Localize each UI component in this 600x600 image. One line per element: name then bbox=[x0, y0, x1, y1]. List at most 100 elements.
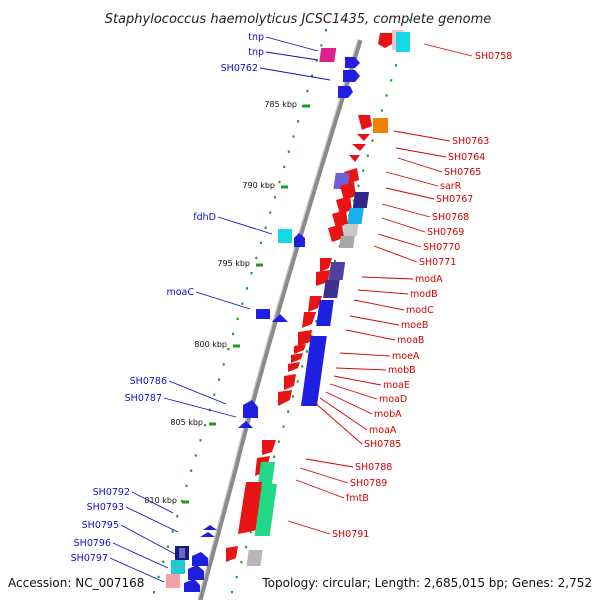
gene-feature[interactable] bbox=[332, 210, 348, 228]
gene-label[interactable]: moeB bbox=[401, 320, 428, 331]
gene-label[interactable]: SH0787 bbox=[125, 393, 162, 404]
gene-feature[interactable] bbox=[358, 115, 372, 130]
gene-label[interactable]: SH0764 bbox=[448, 152, 485, 163]
gene-label[interactable]: moaE bbox=[383, 380, 410, 391]
gene-feature[interactable] bbox=[320, 258, 332, 272]
gene-feature[interactable] bbox=[340, 182, 356, 200]
gene-label[interactable]: modA bbox=[415, 274, 443, 285]
gene-feature[interactable] bbox=[357, 134, 370, 141]
gene-feature[interactable] bbox=[192, 552, 208, 566]
gene-feature[interactable] bbox=[336, 196, 352, 214]
gene-label[interactable]: moaD bbox=[379, 394, 407, 405]
gene-feature[interactable] bbox=[298, 330, 312, 346]
gene-label[interactable]: SH0795 bbox=[82, 520, 119, 531]
gene-label[interactable]: SH0796 bbox=[74, 538, 111, 549]
gene-feature[interactable] bbox=[238, 421, 253, 428]
gene-feature[interactable] bbox=[272, 314, 288, 322]
tick-dot bbox=[227, 348, 230, 351]
tick-dot bbox=[287, 150, 290, 153]
gene-label[interactable]: fdhD bbox=[193, 212, 216, 223]
gene-feature[interactable] bbox=[238, 482, 262, 534]
gene-feature[interactable] bbox=[302, 312, 316, 328]
gene-label[interactable]: SH0791 bbox=[332, 529, 369, 540]
gene-feature[interactable] bbox=[378, 33, 392, 48]
gene-feature[interactable] bbox=[256, 309, 270, 319]
gene-feature[interactable] bbox=[166, 574, 180, 588]
gene-feature[interactable] bbox=[347, 208, 364, 224]
gene-feature[interactable] bbox=[188, 565, 204, 580]
gene-feature[interactable] bbox=[200, 532, 215, 537]
gene-label[interactable]: SH0763 bbox=[452, 136, 489, 147]
gene-feature[interactable] bbox=[184, 579, 200, 592]
gene-label[interactable]: moaC bbox=[166, 287, 194, 298]
gene-feature[interactable] bbox=[203, 525, 217, 530]
gene-feature[interactable] bbox=[226, 546, 238, 562]
gene-feature[interactable] bbox=[254, 484, 277, 536]
gene-feature[interactable] bbox=[179, 548, 185, 558]
gene-label[interactable]: SH0762 bbox=[221, 63, 258, 74]
gene-feature[interactable] bbox=[338, 86, 353, 98]
gene-feature[interactable] bbox=[171, 560, 185, 574]
gene-feature[interactable] bbox=[316, 300, 334, 326]
gene-feature[interactable] bbox=[352, 192, 370, 208]
tick-dot bbox=[325, 29, 327, 32]
tick-dot bbox=[249, 530, 252, 534]
gene-feature[interactable] bbox=[396, 32, 410, 52]
gene-feature[interactable] bbox=[246, 550, 263, 566]
gene-feature[interactable] bbox=[262, 440, 276, 455]
gene-feature[interactable] bbox=[319, 48, 337, 62]
kbp-label: 790 kbp bbox=[242, 181, 275, 190]
gene-label[interactable]: SH0797 bbox=[71, 553, 108, 564]
kbp-label: 800 kbp bbox=[194, 340, 227, 349]
gene-feature[interactable] bbox=[349, 155, 360, 162]
gene-feature[interactable] bbox=[373, 118, 388, 133]
gene-feature[interactable] bbox=[294, 233, 305, 247]
gene-feature[interactable] bbox=[278, 229, 292, 243]
gene-label[interactable]: moaA bbox=[369, 425, 397, 436]
gene-label[interactable]: sarR bbox=[440, 181, 462, 192]
gene-feature[interactable] bbox=[328, 262, 346, 280]
gene-feature[interactable] bbox=[308, 296, 322, 312]
gene-label[interactable]: fmtB bbox=[346, 493, 369, 504]
map-title: Staphylococcus haemolyticus JCSC1435, co… bbox=[105, 12, 492, 27]
gene-label[interactable]: mobB bbox=[388, 365, 416, 376]
gene-feature[interactable] bbox=[352, 144, 366, 151]
gene-feature[interactable] bbox=[345, 57, 360, 68]
tick-dot bbox=[199, 439, 202, 442]
gene-feature[interactable] bbox=[284, 374, 296, 390]
gene-label[interactable]: tnp bbox=[248, 32, 264, 43]
gene-label[interactable]: SH0788 bbox=[355, 462, 392, 473]
gene-label[interactable]: SH0792 bbox=[93, 487, 130, 498]
gene-label[interactable]: SH0770 bbox=[423, 242, 460, 253]
gene-feature[interactable] bbox=[257, 462, 276, 484]
reverse-gene-labels: SH0758 SH0763 SH0764 SH0765 sarR SH0767 … bbox=[332, 51, 512, 540]
gene-label[interactable]: SH0786 bbox=[130, 376, 167, 387]
gene-label[interactable]: SH0767 bbox=[436, 194, 473, 205]
gene-label[interactable]: SH0771 bbox=[419, 257, 456, 268]
gene-feature[interactable] bbox=[323, 280, 340, 298]
gene-label[interactable]: tnp bbox=[248, 47, 264, 58]
gene-feature[interactable] bbox=[291, 353, 303, 363]
gene-feature[interactable] bbox=[342, 224, 359, 236]
gene-feature[interactable] bbox=[343, 70, 360, 82]
gene-label[interactable]: modC bbox=[406, 305, 434, 316]
gene-feature[interactable] bbox=[339, 236, 355, 248]
gene-label[interactable]: SH0758 bbox=[475, 51, 512, 62]
gene-label[interactable]: SH0768 bbox=[432, 212, 469, 223]
gene-label[interactable]: SH0765 bbox=[444, 167, 481, 178]
gene-label[interactable]: moaB bbox=[397, 335, 424, 346]
gene-label[interactable]: mobA bbox=[374, 409, 402, 420]
gene-feature[interactable] bbox=[300, 336, 327, 406]
gene-label[interactable]: modB bbox=[410, 289, 438, 300]
gene-feature[interactable] bbox=[328, 224, 344, 242]
tick-dot bbox=[394, 64, 397, 67]
gene-label[interactable]: SH0793 bbox=[87, 502, 124, 513]
gene-feature[interactable] bbox=[294, 344, 306, 354]
gene-label[interactable]: moeA bbox=[392, 351, 420, 362]
gene-feature[interactable] bbox=[288, 362, 300, 372]
gene-feature[interactable] bbox=[278, 390, 292, 406]
gene-feature[interactable] bbox=[243, 400, 258, 418]
gene-label[interactable]: SH0789 bbox=[350, 478, 387, 489]
gene-label[interactable]: SH0785 bbox=[364, 439, 401, 450]
gene-label[interactable]: SH0769 bbox=[427, 227, 464, 238]
